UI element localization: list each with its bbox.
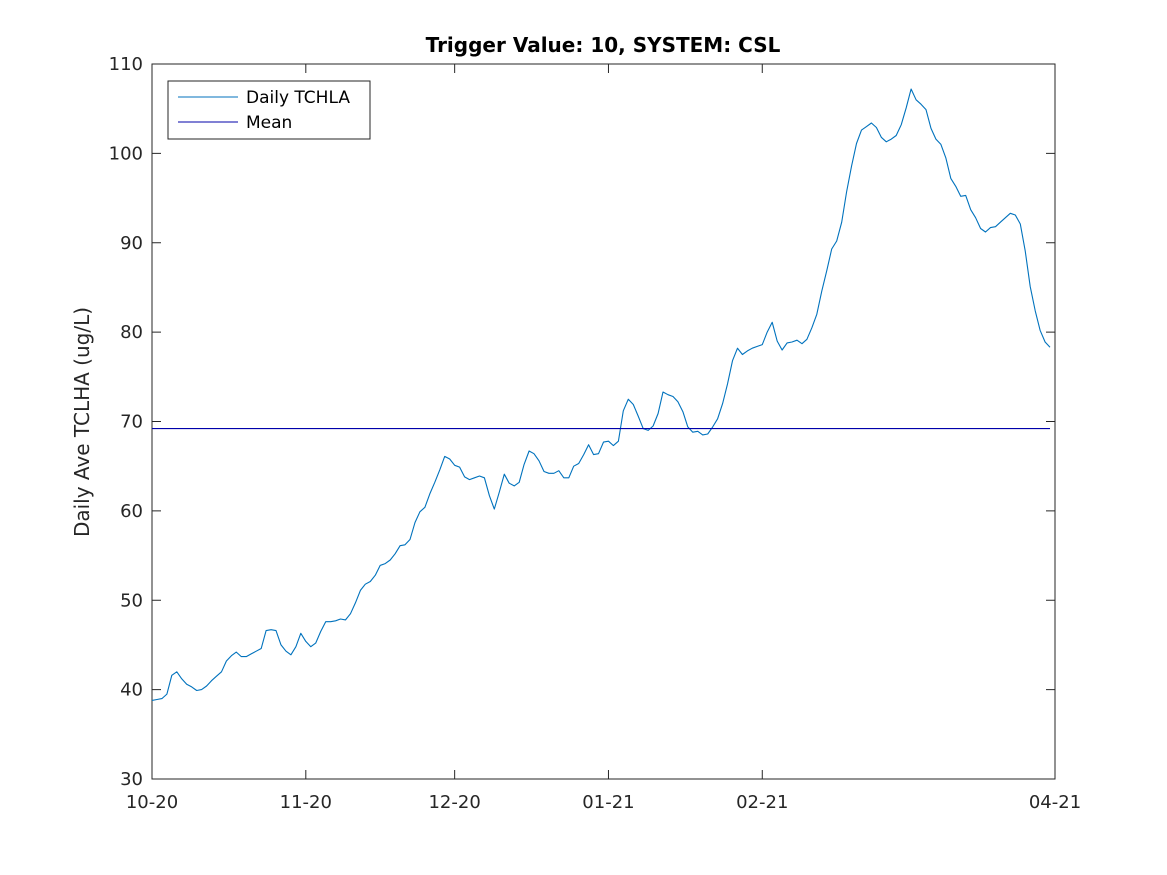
- y-axis: 30 40 50 60 70 80 90 100 110: [109, 54, 1055, 790]
- x-tick-label: 02-21: [736, 792, 788, 813]
- y-axis-label: Daily Ave TCLHA (ug/L): [70, 307, 94, 537]
- series-line-daily-tchla: [151, 88, 1051, 701]
- x-tick-label: 11-20: [280, 792, 332, 813]
- y-tick-label: 30: [120, 769, 143, 790]
- y-tick-label: 110: [109, 54, 143, 75]
- x-axis: 10-20 11-20 12-20 01-21 02-21 04-21: [126, 64, 1081, 813]
- y-tick-label: 40: [120, 680, 143, 701]
- plot-area: [151, 63, 1056, 780]
- legend: Daily TCHLA Mean: [167, 80, 371, 140]
- y-tick-label: 90: [120, 233, 143, 254]
- x-tick-label: 04-21: [1029, 792, 1081, 813]
- series-layer: [151, 88, 1051, 701]
- y-tick-label: 100: [109, 143, 143, 164]
- x-tick-label: 12-20: [428, 792, 480, 813]
- x-tick-label: 10-20: [126, 792, 178, 813]
- legend-label-daily-tchla: Daily TCHLA: [246, 88, 350, 108]
- x-tick-label: 01-21: [582, 792, 634, 813]
- y-tick-label: 80: [120, 322, 143, 343]
- chart-title: Trigger Value: 10, SYSTEM: CSL: [426, 33, 781, 57]
- legend-box: [167, 80, 371, 140]
- y-tick-label: 50: [120, 590, 143, 611]
- y-tick-label: 60: [120, 501, 143, 522]
- legend-label-mean: Mean: [246, 113, 292, 133]
- y-tick-label: 70: [120, 412, 143, 433]
